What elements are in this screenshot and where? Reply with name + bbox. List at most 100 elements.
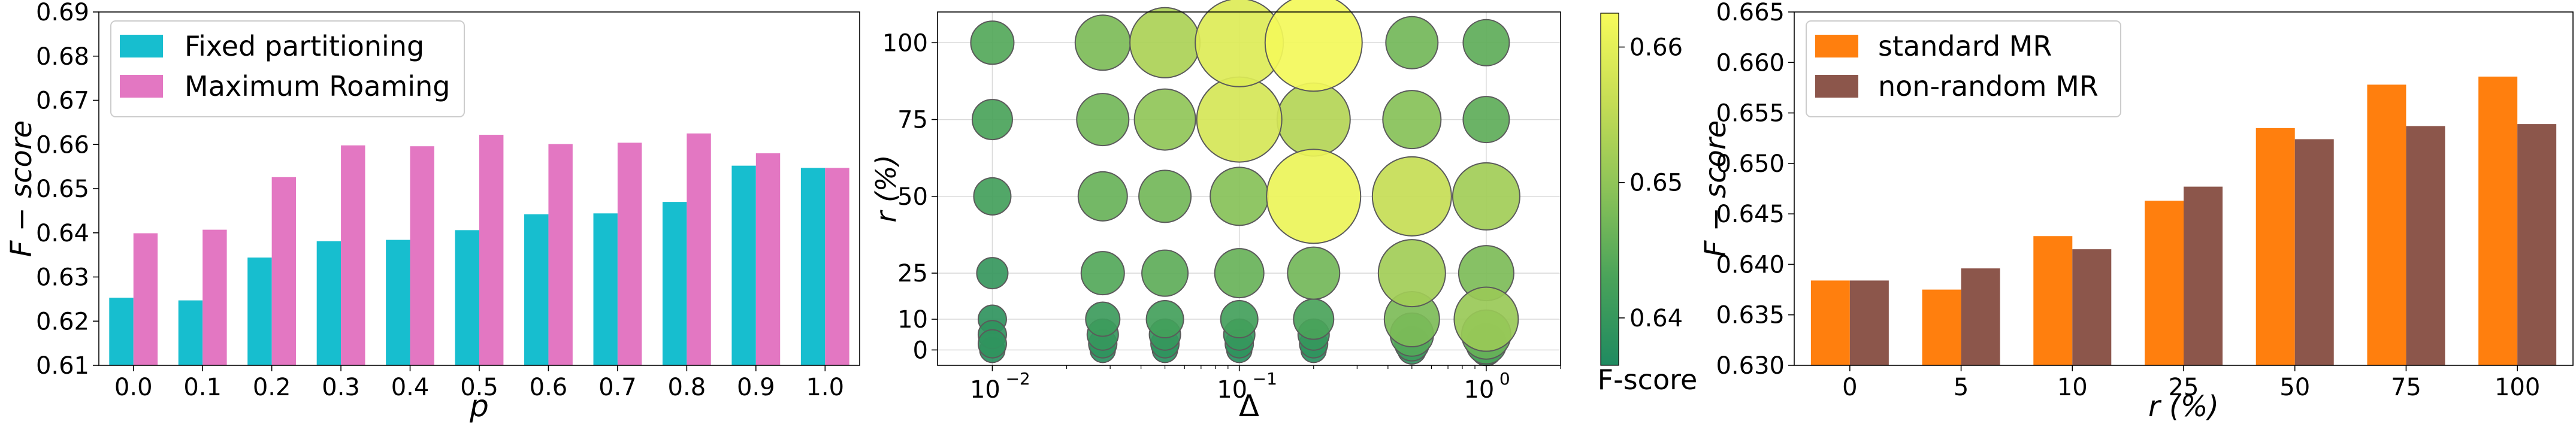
p3-bar-non-random-mr-25 (2184, 186, 2223, 365)
p1-bar-maximum-roaming-0-8 (687, 133, 711, 365)
p2-point-delta-0_01-r-50 (973, 177, 1012, 216)
p3-y-tick-label: 0.630 (1716, 352, 1785, 380)
p3-y-tick-label: 0.665 (1716, 0, 1785, 26)
p2-x-tick-base: 10 (970, 376, 1000, 404)
p2-point-delta-0_1-r-25 (1214, 248, 1265, 299)
p3-bar-standard-mr-10 (2033, 236, 2073, 365)
p2-point-delta-1-r-100 (1462, 19, 1510, 66)
p1-x-tick-label: 0.2 (253, 374, 291, 401)
p2-point-delta-0_028-r-25 (1080, 251, 1125, 296)
p1-y-tick-label: 0.64 (36, 220, 89, 247)
p2-colorbar-tick-label: 0.64 (1629, 305, 1683, 332)
p1-x-ticks: 0.0 0.1 0.2 0.3 0.4 0.5 0.6 0.7 0.8 0.9 1.0 (114, 365, 844, 401)
p1-y-axis-label: F − score (5, 120, 38, 257)
p3-x-tick-label: 75 (2391, 374, 2421, 401)
p2-point-delta-0_05-r-75 (1133, 88, 1196, 151)
p3-legend-box (1806, 20, 2121, 117)
p3-x-ticks: 0 5 10 25 50 75 100 (1842, 365, 2540, 401)
p2-point-delta-0_01-r-75 (971, 99, 1013, 141)
p1-x-tick-label: 0.7 (598, 374, 637, 401)
p2-point-delta-0_05-r-50 (1138, 169, 1192, 223)
p1-bar-maximum-roaming-0-3 (341, 145, 365, 365)
panel-p-bar-chart: 0.61 0.62 0.63 0.64 0.65 0.66 0.67 0.68 0.69 0.0… (5, 0, 860, 423)
p2-point-delta-0_05-r-25 (1141, 249, 1189, 297)
p1-y-tick-label: 0.67 (36, 87, 89, 115)
p1-x-tick-label: 1.0 (806, 374, 844, 401)
p1-x-tick-label: 0.6 (530, 374, 568, 401)
p2-y-tick-label: 25 (897, 260, 928, 287)
p2-point-delta-0_028-r-10 (1085, 301, 1121, 337)
p1-bar-fixed-partitioning-0-5 (455, 230, 479, 365)
p2-point-delta-0_5-r-25 (1377, 239, 1446, 308)
p1-bar-fixed-partitioning-0-2 (247, 258, 272, 365)
p2-point-delta-0_1-r-10 (1220, 300, 1259, 339)
p3-x-tick-label: 5 (1954, 374, 1969, 401)
p2-y-tick-label: 0 (913, 337, 928, 364)
p2-x-axis-label: Δ (1239, 389, 1259, 423)
p2-point-delta-0_028-r-50 (1077, 171, 1128, 222)
p2-y-axis-label: r (%) (870, 155, 902, 222)
p3-bar-non-random-mr-5 (1961, 268, 2000, 365)
p2-x-tick-base: 10 (1217, 376, 1247, 404)
p2-y-tick-label: 50 (897, 183, 928, 211)
p1-legend-label-fixed-partitioning: Fixed partitioning (185, 30, 424, 62)
p1-bar-fixed-partitioning-0-3 (316, 241, 341, 365)
p1-bar-fixed-partitioning-0-0 (109, 298, 134, 365)
p2-point-delta-0_01-r-2 (977, 329, 1007, 359)
p1-legend-label-maximum-roaming: Maximum Roaming (185, 70, 450, 102)
p3-y-tick-label: 0.660 (1716, 49, 1785, 77)
p1-bar-maximum-roaming-0-5 (479, 135, 504, 365)
p2-point-delta-0_1-r-75 (1196, 76, 1283, 163)
p2-x-tick-exponent: −1 (1253, 369, 1277, 389)
p1-legend: Fixed partitioning Maximum Roaming (110, 20, 465, 117)
p3-legend-label-non-random-mr: non-random MR (1878, 70, 2099, 102)
p3-legend-swatch-standard-mr (1815, 35, 1858, 57)
p2-point-delta-0_01-r-100 (970, 20, 1015, 65)
p1-bar-fixed-partitioning-0-1 (178, 300, 203, 365)
p2-point-delta-0_5-r-75 (1382, 90, 1442, 150)
p2-point-delta-1-r-10 (1453, 286, 1519, 352)
p3-bar-standard-mr-75 (2367, 84, 2406, 365)
p1-bar-fixed-partitioning-0-4 (386, 240, 410, 365)
p1-bar-maximum-roaming-0-1 (202, 229, 227, 365)
p3-bar-non-random-mr-100 (2517, 124, 2557, 365)
p1-x-tick-label: 0.8 (668, 374, 706, 401)
p1-bars (109, 133, 849, 366)
p3-y-tick-label: 0.640 (1716, 251, 1785, 278)
p2-point-delta-0_1-r-50 (1210, 166, 1269, 226)
p1-bar-fixed-partitioning-1-0 (800, 168, 826, 365)
p2-y-tick-label: 75 (897, 107, 928, 134)
p3-legend-label-standard-mr: standard MR (1878, 30, 2052, 62)
p3-bar-non-random-mr-0 (1849, 280, 1889, 365)
p3-y-tick-label: 0.635 (1716, 302, 1785, 329)
p2-colorbar-tick-label: 0.65 (1629, 169, 1683, 197)
p2-x-tick-base: 10 (1464, 376, 1494, 404)
p1-y-ticks: 0.61 0.62 0.63 0.64 0.65 0.66 0.67 0.68 0.69 (36, 0, 99, 380)
p1-y-tick-label: 0.63 (36, 264, 89, 292)
p2-point-delta-0_5-r-100 (1385, 16, 1439, 69)
p1-x-tick-label: 0.3 (322, 374, 360, 401)
p2-colorbar: 0.64 0.65 0.66 F-score (1598, 13, 1697, 396)
p2-point-delta-0_05-r-10 (1145, 300, 1184, 339)
p3-x-tick-label: 100 (2495, 374, 2540, 401)
p3-bar-standard-mr-5 (1922, 289, 1961, 365)
p1-bar-maximum-roaming-0-6 (548, 144, 573, 365)
p1-legend-swatch-maximum-roaming (120, 75, 163, 98)
p1-bar-maximum-roaming-0-4 (410, 146, 434, 365)
p3-x-tick-label: 25 (2169, 374, 2199, 401)
p2-point-delta-0_2-r-50 (1266, 149, 1362, 244)
p2-colorbar-tick-label: 0.66 (1629, 34, 1683, 62)
p2-x-tick-exponent: −2 (1005, 369, 1030, 389)
p2-point-delta-0_2-r-10 (1293, 298, 1335, 340)
p3-y-axis-label: F − score (1699, 120, 1733, 257)
p2-point-delta-0_5-r-50 (1371, 156, 1452, 237)
p3-bar-standard-mr-25 (2145, 201, 2184, 365)
p1-bar-maximum-roaming-0-2 (271, 177, 297, 365)
p3-bar-non-random-mr-50 (2294, 139, 2334, 365)
p1-bar-fixed-partitioning-0-8 (662, 202, 687, 365)
p2-point-delta-0_2-r-100 (1264, 0, 1363, 92)
p2-y-ticks: 0 10 25 50 75 100 (882, 29, 938, 364)
p3-y-ticks: 0.630 0.635 0.640 0.645 0.650 0.655 0.660 0.665 (1716, 0, 1794, 380)
